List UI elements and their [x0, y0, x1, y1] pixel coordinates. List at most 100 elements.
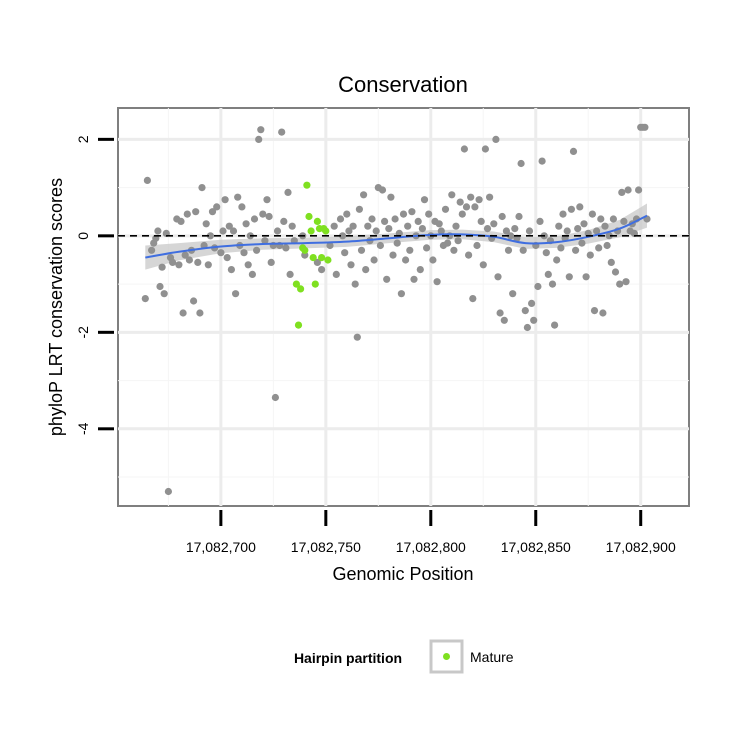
data-point: [242, 220, 250, 228]
axes: 17,082,700 17,082,750 17,082,800 17,082,850…: [75, 135, 676, 555]
data-point: [238, 203, 246, 211]
data-point: [458, 210, 466, 218]
data-point: [378, 186, 387, 194]
data-point: [250, 215, 259, 223]
data-point: [181, 251, 189, 259]
x-axis-label: Genomic Position: [332, 564, 473, 584]
data-point: [410, 275, 418, 283]
data-point: [416, 266, 424, 274]
smooth-line: [145, 214, 648, 259]
data-point: [391, 215, 399, 223]
data-point: [286, 270, 294, 278]
data-point: [555, 222, 563, 230]
data-point: [469, 295, 477, 303]
data-point: [618, 188, 626, 196]
data-point: [490, 220, 498, 228]
data-point: [253, 246, 261, 254]
data-point: [223, 254, 231, 262]
data-point: [523, 323, 532, 332]
data-point: [357, 246, 366, 254]
data-point: [479, 261, 487, 269]
data-point: [202, 220, 210, 228]
data-point: [362, 266, 370, 274]
x-tick-label: 17,082,900: [606, 539, 676, 555]
data-point: [580, 220, 588, 228]
data-point: [504, 246, 513, 254]
data-point: [244, 261, 252, 269]
x-tick-label: 17,082,750: [291, 539, 361, 555]
y-tick-label: 2: [75, 135, 91, 143]
data-point: [156, 282, 164, 291]
data-point: [196, 309, 204, 317]
data-point: [204, 261, 212, 269]
data-point: [383, 275, 391, 283]
data-point: [393, 239, 401, 247]
data-point: [429, 256, 437, 264]
data-point: [355, 205, 363, 213]
data-point: [284, 188, 292, 196]
data-point: [567, 205, 576, 213]
data-point: [198, 184, 206, 192]
data-point: [500, 316, 508, 324]
data-point: [477, 217, 485, 225]
data-point: [192, 208, 200, 216]
data-point: [498, 212, 506, 221]
data-point: [248, 270, 256, 278]
data-point: [515, 212, 523, 221]
data-point: [265, 212, 273, 221]
data-point: [164, 487, 172, 496]
data-point: [160, 290, 168, 298]
data-point: [402, 256, 410, 264]
data-point: [364, 222, 372, 230]
data-point: [273, 227, 282, 235]
data-point: [179, 309, 187, 317]
data-point: [563, 227, 571, 235]
data-point-mature: [303, 181, 311, 189]
data-point: [326, 241, 334, 250]
data-point: [525, 227, 534, 235]
data-point: [158, 263, 166, 271]
data-point: [496, 309, 504, 317]
x-tick-label: 17,082,850: [501, 539, 571, 555]
data-point: [509, 290, 517, 298]
data-point-mature: [309, 254, 317, 262]
data-point: [257, 126, 265, 134]
data-point: [154, 227, 162, 235]
data-point: [219, 227, 227, 235]
data-point: [271, 393, 279, 402]
data-point-mature: [322, 227, 330, 235]
data-point: [622, 278, 630, 286]
data-point: [475, 196, 483, 204]
grid-lines: [118, 108, 689, 506]
data-point: [420, 196, 429, 204]
data-point: [336, 215, 345, 223]
data-point: [183, 210, 191, 218]
data-point: [467, 193, 475, 201]
data-point: [404, 222, 412, 230]
data-point: [576, 203, 584, 211]
data-point: [280, 217, 288, 225]
data-point: [565, 273, 573, 281]
data-point: [635, 186, 643, 194]
data-point: [450, 246, 458, 254]
data-point: [530, 316, 538, 324]
data-point: [441, 205, 450, 213]
data-point: [339, 232, 347, 240]
data-point: [387, 193, 395, 201]
data-point: [240, 249, 248, 257]
data-point-mature: [301, 246, 309, 254]
data-point: [538, 157, 546, 165]
data-point: [456, 198, 464, 206]
data-point: [206, 232, 214, 240]
data-point: [177, 217, 185, 225]
data-point: [616, 280, 624, 288]
data-point: [492, 135, 500, 143]
data-point: [481, 145, 489, 153]
y-axis-label: phyloP LRT conservation scores: [46, 178, 66, 436]
data-point-mature: [294, 321, 303, 329]
data-point: [572, 246, 580, 254]
data-point: [601, 222, 609, 230]
data-point: [389, 251, 397, 259]
data-point: [399, 210, 408, 218]
x-tick-label: 17,082,800: [396, 539, 466, 555]
